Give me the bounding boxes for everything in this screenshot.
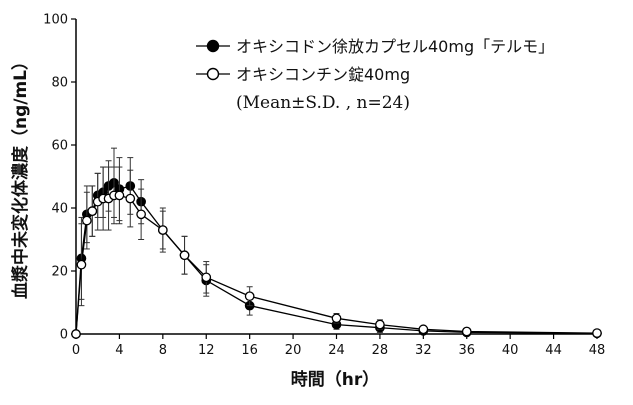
data-point-open (331, 313, 342, 324)
legend-label-2: オキシコンチン錠40mg (236, 65, 410, 84)
data-point-open (114, 190, 125, 201)
legend-note: (Mean±S.D. , n=24) (236, 93, 410, 113)
x-tick-label: 4 (115, 343, 123, 358)
legend: オキシコドン徐放カプセル40mg「テルモ」オキシコンチン錠40mg (Mean±S… (196, 37, 554, 113)
x-tick-label: 28 (372, 343, 389, 358)
data-point-open (157, 225, 168, 235)
x-tick-label: 8 (159, 343, 167, 358)
x-tick-label: 24 (328, 343, 345, 358)
data-point-open (71, 329, 81, 339)
data-point-open (418, 324, 429, 335)
data-point-open (82, 215, 92, 226)
data-point-open (244, 291, 255, 302)
data-point-open (461, 326, 472, 337)
series-layer (71, 147, 602, 339)
data-point-open (592, 328, 602, 338)
data-point-open (87, 206, 98, 216)
x-tick-label: 16 (241, 343, 258, 358)
y-tick-label: 100 (43, 13, 68, 28)
data-point-open (125, 193, 136, 204)
data-point-open (375, 319, 385, 330)
y-tick-label: 40 (51, 202, 68, 217)
legend-marker-1 (206, 39, 220, 53)
x-tick-label: 48 (589, 343, 606, 358)
y-tick-label: 60 (51, 139, 68, 154)
legend-marker-2 (206, 67, 220, 81)
legend-label-1: オキシコドン徐放カプセル40mg「テルモ」 (236, 37, 554, 56)
x-tick-label: 20 (285, 343, 302, 358)
y-axis-title: 血漿中未変化体濃度（ng/mL） (10, 53, 31, 299)
series-line (75, 181, 598, 335)
x-tick-label: 40 (502, 343, 519, 358)
x-tick-label: 32 (415, 343, 432, 358)
data-point-open (136, 209, 146, 220)
x-axis-title: 時間（hr） (291, 369, 380, 390)
series-2 (71, 166, 602, 339)
data-point-open (179, 250, 190, 261)
series-1 (71, 147, 602, 339)
x-tick-label: 36 (458, 343, 475, 358)
data-point-open (76, 259, 87, 270)
y-tick-label: 80 (51, 76, 68, 91)
y-tick-label: 0 (60, 328, 68, 343)
x-tick-label: 44 (545, 343, 562, 358)
y-tick-label: 20 (51, 265, 68, 280)
x-tick-label: 0 (72, 343, 80, 358)
data-point-open (201, 272, 212, 283)
x-tick-label: 12 (198, 343, 215, 358)
